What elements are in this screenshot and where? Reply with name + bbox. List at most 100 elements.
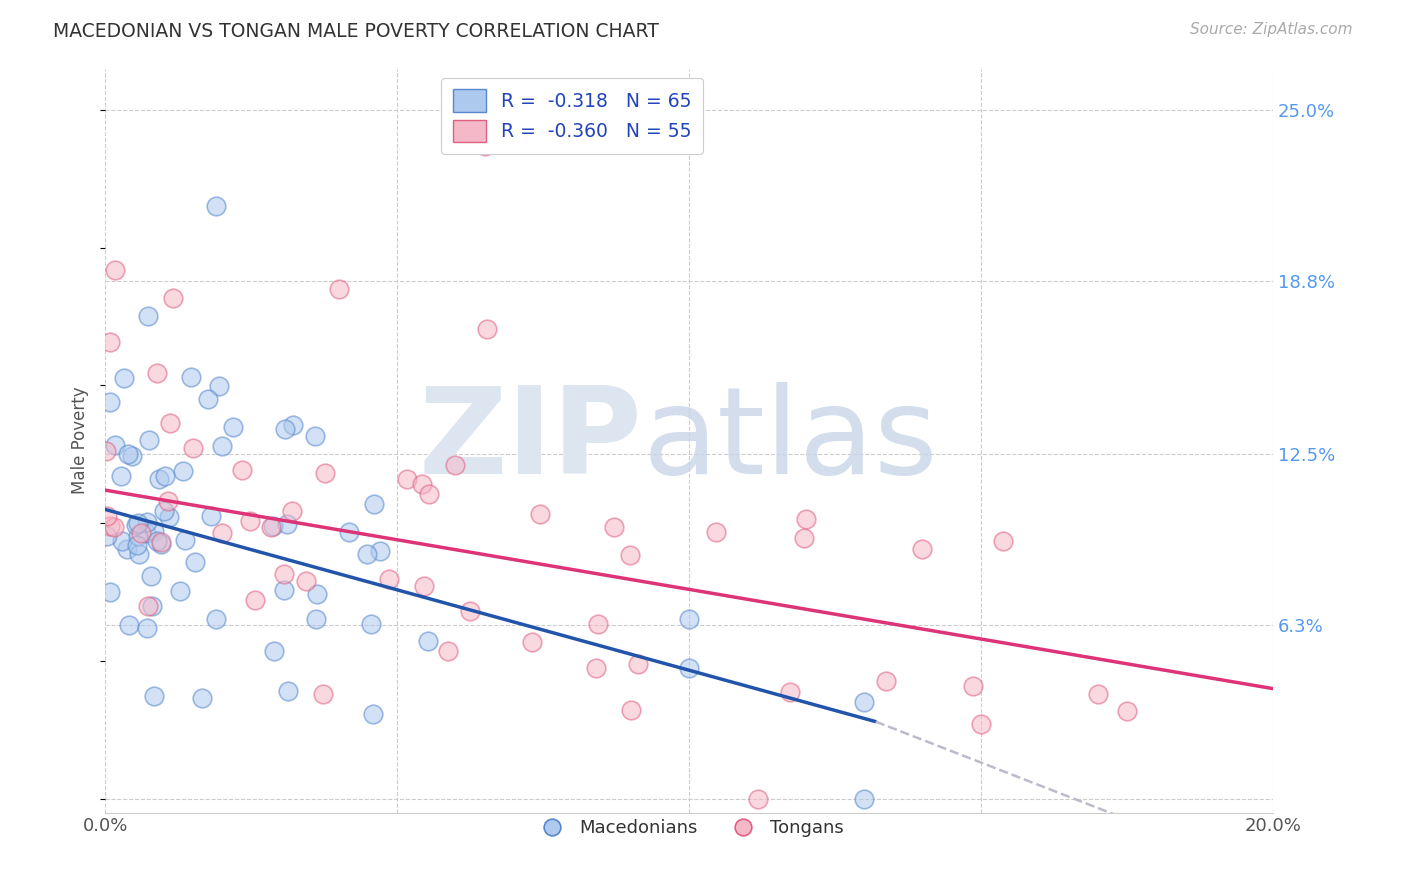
Point <box>136 515 159 529</box>
Point <box>585 661 607 675</box>
Point <box>221 419 243 434</box>
Point <box>162 291 184 305</box>
Point <box>111 534 134 549</box>
Point <box>396 472 419 486</box>
Point <box>520 635 543 649</box>
Point <box>110 469 132 483</box>
Point <box>273 582 295 597</box>
Point <box>197 392 219 406</box>
Point <box>619 549 641 563</box>
Point <box>142 689 165 703</box>
Point <box>619 703 641 717</box>
Point <box>474 138 496 153</box>
Point <box>191 690 214 705</box>
Point <box>128 547 150 561</box>
Point <box>100 519 122 533</box>
Point <box>704 524 727 539</box>
Point <box>146 367 169 381</box>
Point <box>418 487 440 501</box>
Point <box>205 612 228 626</box>
Point <box>146 534 169 549</box>
Point <box>412 579 434 593</box>
Point <box>260 520 283 534</box>
Point <box>962 679 984 693</box>
Point <box>231 463 253 477</box>
Point <box>437 644 460 658</box>
Point <box>183 442 205 456</box>
Point <box>129 525 152 540</box>
Point <box>141 599 163 614</box>
Point <box>678 661 700 675</box>
Point <box>159 510 181 524</box>
Point <box>139 568 162 582</box>
Point <box>153 504 176 518</box>
Point <box>138 599 160 613</box>
Point <box>100 395 122 409</box>
Point <box>156 494 179 508</box>
Point <box>115 541 138 556</box>
Point <box>368 544 391 558</box>
Point <box>444 458 467 473</box>
Point <box>243 592 266 607</box>
Point <box>205 199 228 213</box>
Point <box>127 516 149 531</box>
Point <box>179 369 201 384</box>
Point <box>153 469 176 483</box>
Point <box>337 525 360 540</box>
Point <box>361 706 384 721</box>
Y-axis label: Male Poverty: Male Poverty <box>72 387 89 494</box>
Point <box>150 535 173 549</box>
Point <box>305 612 328 626</box>
Point <box>305 587 328 601</box>
Point <box>273 566 295 581</box>
Point <box>136 621 159 635</box>
Point <box>98 584 121 599</box>
Point <box>853 792 876 806</box>
Point <box>875 673 897 688</box>
Point <box>363 497 385 511</box>
Point <box>1087 686 1109 700</box>
Point <box>211 439 233 453</box>
Point <box>103 520 125 534</box>
Point <box>277 684 299 698</box>
Point <box>678 612 700 626</box>
Point <box>142 524 165 539</box>
Point <box>184 555 207 569</box>
Point <box>281 417 304 432</box>
Point <box>1115 704 1137 718</box>
Point <box>477 321 499 335</box>
Point <box>273 422 295 436</box>
Point <box>118 617 141 632</box>
Point <box>148 472 170 486</box>
Point <box>127 539 149 553</box>
Point <box>853 695 876 709</box>
Point <box>96 528 118 542</box>
Point <box>328 282 350 296</box>
Text: atlas: atlas <box>643 382 938 499</box>
Point <box>991 534 1014 549</box>
Point <box>121 449 143 463</box>
Point <box>208 379 231 393</box>
Point <box>138 434 160 448</box>
Point <box>98 335 121 350</box>
Point <box>970 716 993 731</box>
Point <box>627 657 650 672</box>
Point <box>378 572 401 586</box>
Point <box>127 529 149 543</box>
Point <box>276 516 298 531</box>
Point <box>135 525 157 540</box>
Point <box>136 309 159 323</box>
Point <box>200 508 222 523</box>
Point <box>458 603 481 617</box>
Point <box>411 476 433 491</box>
Point <box>747 792 769 806</box>
Point <box>779 685 801 699</box>
Point <box>529 507 551 521</box>
Point <box>793 532 815 546</box>
Legend: Macedonians, Tongans: Macedonians, Tongans <box>527 812 851 845</box>
Point <box>104 262 127 277</box>
Point <box>356 547 378 561</box>
Point <box>159 416 181 430</box>
Point <box>586 616 609 631</box>
Point <box>112 371 135 385</box>
